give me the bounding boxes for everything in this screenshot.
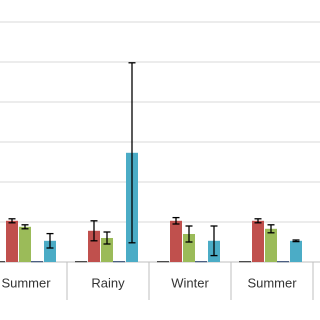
- x-tick-label: Summer: [247, 275, 297, 290]
- bar: [195, 261, 207, 263]
- bar: [265, 228, 277, 262]
- x-tick-label: Summer: [1, 275, 51, 290]
- bar: [31, 261, 43, 263]
- error-bar: [267, 224, 275, 234]
- error-bar: [292, 239, 300, 243]
- bar: [183, 234, 195, 262]
- error-bar: [90, 220, 98, 242]
- x-tick-label: Rainy: [91, 275, 125, 290]
- error-bar: [8, 218, 16, 224]
- bar: [252, 220, 264, 262]
- x-tick-label: Winter: [171, 275, 209, 290]
- bar: [75, 261, 87, 263]
- error-bar: [128, 62, 136, 244]
- bar: [157, 261, 169, 263]
- bar: [19, 226, 31, 262]
- error-bar: [254, 218, 262, 224]
- bar: [6, 220, 18, 262]
- bar: [44, 240, 56, 262]
- bar: [88, 230, 100, 262]
- error-bar: [46, 232, 54, 249]
- error-bar: [21, 224, 29, 230]
- bar: [290, 240, 302, 262]
- error-bar: [103, 231, 111, 245]
- error-bar: [185, 225, 193, 243]
- error-bar: [210, 225, 218, 257]
- bar: [113, 261, 125, 263]
- error-bar: [172, 216, 180, 225]
- bar: [170, 220, 182, 262]
- bar: [239, 261, 251, 263]
- bar: [0, 261, 5, 263]
- bar: [277, 261, 289, 263]
